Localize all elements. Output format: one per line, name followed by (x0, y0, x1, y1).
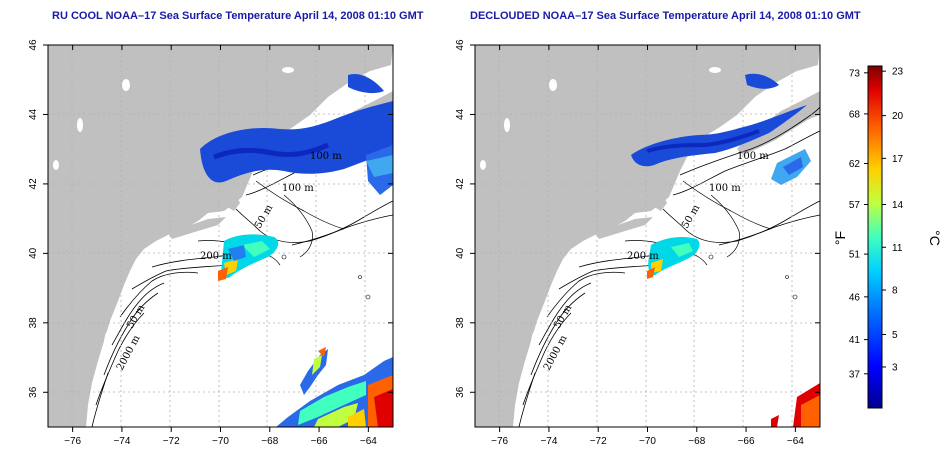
latitude-tick-label: 38 (28, 317, 39, 329)
right-sst-overlay (631, 73, 820, 427)
longitude-tick-label: −72 (163, 436, 180, 447)
longitude-tick-label: −64 (360, 436, 377, 447)
longitude-tick-label: −76 (491, 436, 508, 447)
left-map-panel: 100 m 100 m 50 m 200 m 50 m 2000 m (47, 44, 394, 428)
celsius-tick-label: 5 (892, 330, 898, 341)
latitude-tick-label: 44 (28, 108, 39, 120)
contour-label: 100 m (737, 151, 769, 162)
celsius-tick-label: 3 (892, 362, 898, 373)
contour-label: 100 m (709, 183, 741, 194)
celsius-tick-label: 11 (892, 243, 903, 254)
left-map-title: RU COOL NOAA–17 Sea Surface Temperature … (52, 10, 424, 22)
fahrenheit-tick-label: 46 (849, 292, 861, 303)
contour-label: 100 m (282, 183, 314, 194)
celsius-unit-label: °C (927, 230, 943, 246)
fahrenheit-unit-label: °F (832, 231, 848, 245)
longitude-tick-label: −64 (787, 436, 804, 447)
celsius-tick-label: 8 (892, 286, 898, 297)
left-sst-overlay (200, 73, 393, 427)
latitude-tick-label: 38 (455, 317, 466, 329)
latitude-tick-label: 42 (455, 178, 466, 190)
latitude-tick-label: 36 (455, 386, 466, 398)
right-map-title: DECLOUDED NOAA–17 Sea Surface Temperatur… (470, 10, 861, 22)
contour-label: 100 m (310, 151, 342, 162)
longitude-tick-label: −70 (639, 436, 656, 447)
latitude-tick-label: 40 (28, 247, 39, 259)
longitude-tick-label: −72 (590, 436, 607, 447)
longitude-tick-label: −68 (688, 436, 705, 447)
celsius-tick-label: 14 (892, 200, 904, 211)
latitude-tick-label: 40 (455, 247, 466, 259)
contour-label: 200 m (627, 251, 659, 262)
colorbar-ticks: 73 68 62 57 51 46 41 37 23 20 17 14 11 8 5 3 (849, 67, 904, 381)
fahrenheit-tick-label: 62 (849, 159, 861, 170)
celsius-tick-label: 20 (892, 111, 904, 122)
fahrenheit-tick-label: 68 (849, 109, 861, 120)
longitude-tick-label: −68 (261, 436, 278, 447)
colorbar-gradient (867, 65, 883, 409)
contour-label: 200 m (200, 251, 232, 262)
fahrenheit-tick-label: 73 (849, 68, 861, 79)
fahrenheit-tick-label: 37 (849, 369, 861, 380)
right-map-panel: 100 m 100 m 50 m 200 m 50 m 2000 m (474, 44, 821, 428)
latitude-tick-label: 44 (455, 108, 466, 120)
longitude-tick-label: −70 (212, 436, 229, 447)
longitude-tick-label: −66 (738, 436, 755, 447)
latitude-tick-label: 36 (28, 386, 39, 398)
fahrenheit-tick-label: 57 (849, 200, 861, 211)
latitude-tick-label: 42 (28, 178, 39, 190)
longitude-tick-label: −74 (113, 436, 130, 447)
fahrenheit-tick-label: 51 (849, 250, 861, 261)
latitude-tick-label: 46 (455, 39, 466, 51)
left-map-axes: −76 −74 −72 −70 −68 −66 −64 36 38 40 42 44 46 (28, 39, 393, 447)
celsius-tick-label: 17 (892, 154, 904, 165)
longitude-tick-label: −66 (311, 436, 328, 447)
fahrenheit-tick-label: 41 (849, 335, 861, 346)
celsius-tick-label: 23 (892, 67, 904, 78)
right-map-axes: −76 −74 −72 −70 −68 −66 −64 36 38 40 42 44 46 (455, 39, 820, 447)
longitude-tick-label: −76 (64, 436, 81, 447)
colorbar: 73 68 62 57 51 46 41 37 23 20 17 14 11 8 5 3 °F °C (832, 65, 943, 409)
latitude-tick-label: 46 (28, 39, 39, 51)
longitude-tick-label: −74 (540, 436, 557, 447)
